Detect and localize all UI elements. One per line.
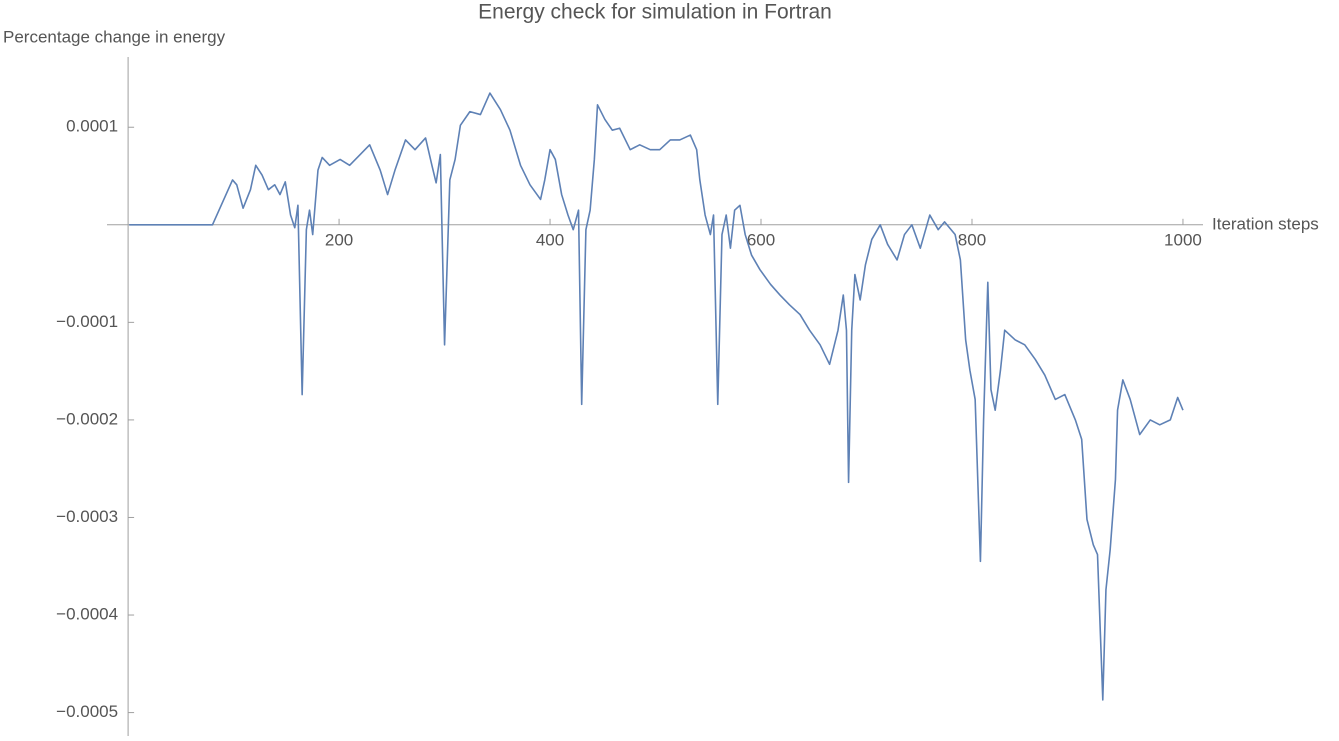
y-tick-label: 0.0001	[66, 117, 118, 136]
y-tick-label: −0.0003	[56, 507, 118, 526]
x-tick-label: 800	[958, 230, 986, 249]
y-axis-label: Percentage change in energy	[3, 27, 226, 46]
chart-title: Energy check for simulation in Fortran	[478, 1, 832, 24]
x-tick-label: 400	[536, 230, 564, 249]
data-line	[129, 92, 1184, 701]
y-tick-label: −0.0004	[56, 605, 118, 624]
x-tick-label: 600	[747, 230, 775, 249]
y-tick-label: −0.0001	[56, 312, 118, 331]
y-tick-label: −0.0002	[56, 409, 118, 428]
x-axis-label: Iteration steps	[1212, 214, 1319, 233]
x-tick-label: 200	[325, 230, 353, 249]
y-tick-label: −0.0005	[56, 702, 118, 721]
x-tick-label: 1000	[1164, 230, 1202, 249]
